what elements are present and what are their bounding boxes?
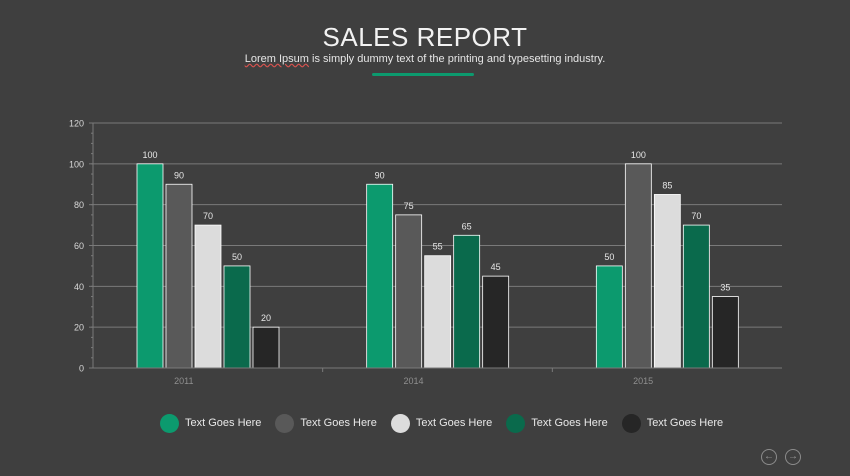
bar [453,234,481,369]
y-tick-label: 60 [74,241,84,251]
legend-item: Text Goes Here [390,413,493,433]
legend-swatch [390,413,410,433]
x-tick-label: 2014 [403,376,423,386]
bar [482,275,510,369]
legend-item: Text Goes Here [621,413,724,433]
y-tick-label: 80 [74,200,84,210]
bar-chart: 0 20 40 60 80 100 120 100 90 70 50 20 2011 90 75 55 65 45… [69,119,782,386]
y-tick-label: 100 [69,159,84,169]
bar [194,224,222,369]
bar [165,183,193,369]
bar [682,224,710,369]
y-tick-label: 20 [74,323,84,333]
data-label: 90 [174,170,184,180]
legend-swatch [506,413,526,433]
data-label: 70 [203,211,213,221]
x-tick-label: 2011 [174,376,193,386]
bar [653,194,681,369]
data-label: 70 [691,211,701,221]
arrow-left-icon: ← [764,451,774,462]
legend-swatch [160,413,179,433]
previous-slide-button[interactable]: ← [761,449,777,465]
legend-swatch [621,413,641,433]
legend-item: Text Goes Here [275,413,377,433]
data-label: 45 [491,262,501,272]
legend-label: Text Goes Here [646,417,724,429]
y-tick-label: 120 [69,119,84,129]
data-label: 50 [232,252,242,262]
bar [424,255,452,369]
subtitle-lead: Lorem Ipsum [244,53,309,65]
bar [595,265,623,369]
data-label: 100 [142,150,157,160]
legend-label: Text Goes Here [531,417,608,429]
bar [711,296,739,369]
arrow-right-icon: → [788,451,798,462]
data-label: 65 [462,221,472,231]
page-title: SALES REPORT [322,22,528,52]
legend-item: Text Goes Here [160,413,262,433]
subtitle: Lorem Ipsum is simply dummy text of the … [0,53,850,65]
data-label: 85 [662,180,672,190]
data-label: 90 [375,170,385,180]
legend-label: Text Goes Here [300,417,377,429]
data-label: 20 [261,313,271,323]
bar [223,265,251,369]
legend-label: Text Goes Here [415,417,493,429]
data-label: 55 [433,242,443,252]
legend-swatch [275,413,295,433]
bar [395,214,423,369]
y-tick-label: 0 [79,364,84,374]
data-label: 50 [604,252,614,262]
bar [136,163,164,369]
data-label: 75 [404,201,414,211]
data-label: 100 [631,150,646,160]
legend-label: Text Goes Here [185,417,262,429]
bar [366,183,394,369]
chart-legend: Text Goes Here Text Goes Here Text Goes He… [160,412,723,434]
bar [252,326,280,369]
title-accent-line [372,73,474,76]
subtitle-rest: is simply dummy text of the printing and… [308,53,606,65]
next-slide-button[interactable]: → [785,449,801,465]
bar [624,163,652,369]
y-tick-label: 40 [74,282,84,292]
legend-item: Text Goes Here [506,413,608,433]
data-label: 35 [720,283,730,293]
x-tick-label: 2015 [633,376,653,386]
